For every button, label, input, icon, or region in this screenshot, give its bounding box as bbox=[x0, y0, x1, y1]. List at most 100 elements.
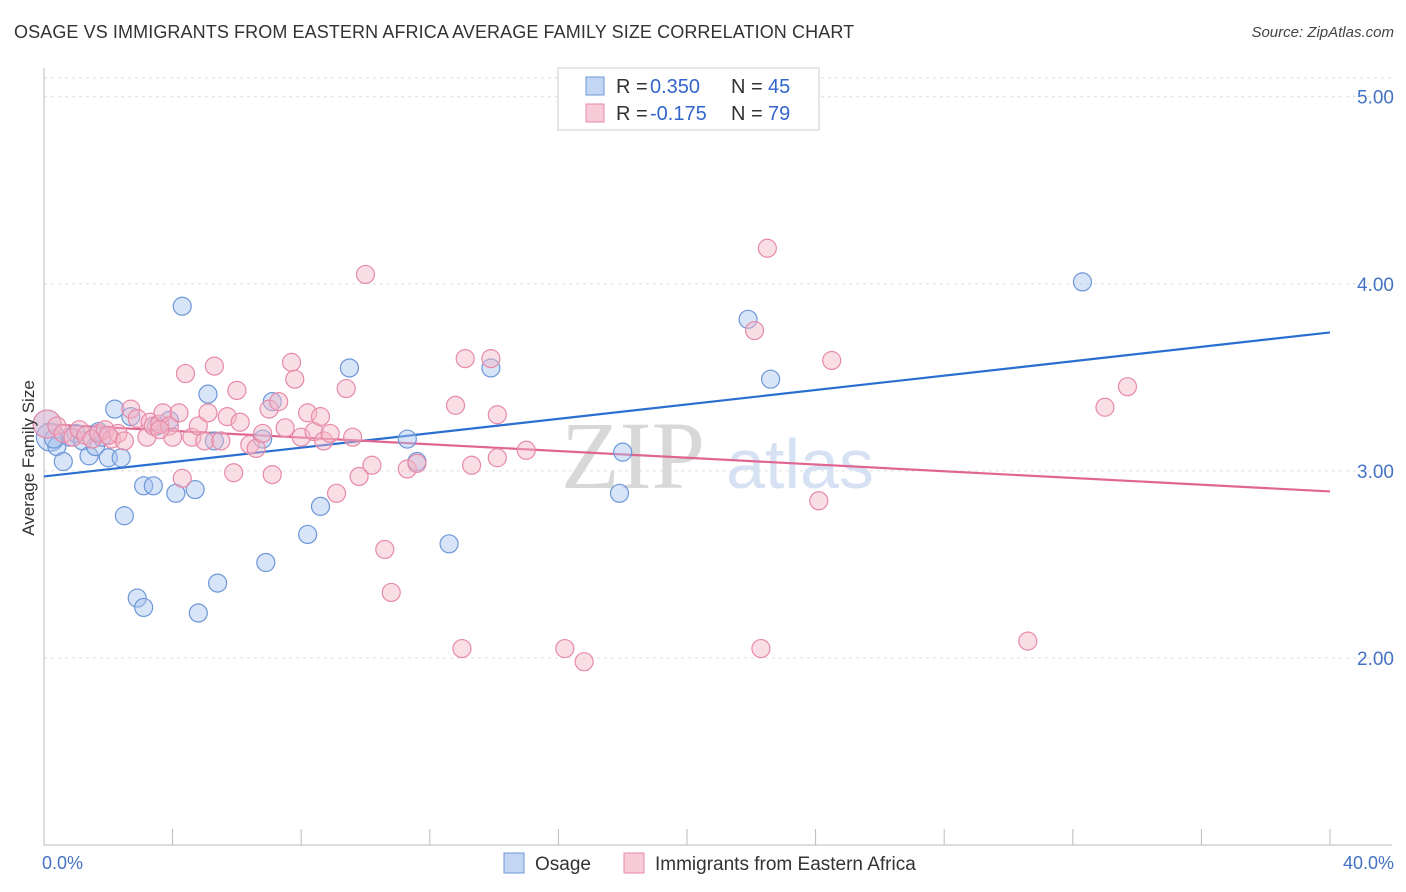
eastern-africa-point bbox=[159, 416, 179, 436]
x-tick-label: 40.0% bbox=[1343, 853, 1394, 873]
osage-point bbox=[172, 296, 192, 316]
eastern-africa-point bbox=[95, 420, 115, 440]
legend-bottom: Osage Immigrants from Eastern Africa bbox=[503, 852, 916, 875]
legend-bottom-swatch bbox=[503, 852, 525, 874]
eastern-africa-point bbox=[326, 483, 347, 503]
eastern-africa-point bbox=[407, 453, 427, 473]
y-tick-label: 5.00 bbox=[1357, 88, 1394, 109]
eastern-africa-point bbox=[198, 403, 218, 423]
chart-title: OSAGE VS IMMIGRANTS FROM EASTERN AFRICA … bbox=[14, 22, 855, 42]
eastern-africa-point bbox=[355, 264, 376, 285]
eastern-africa-point bbox=[227, 380, 247, 401]
osage-point bbox=[760, 369, 781, 389]
osage-point bbox=[105, 399, 125, 419]
legend-n-label: N = bbox=[731, 76, 763, 98]
eastern-africa-point bbox=[140, 412, 160, 432]
legend-swatch bbox=[585, 76, 605, 96]
eastern-africa-point bbox=[1095, 397, 1115, 417]
osage-point bbox=[111, 448, 131, 468]
osage-point bbox=[1072, 272, 1093, 292]
eastern-africa-point bbox=[336, 378, 356, 399]
eastern-africa-point bbox=[150, 420, 170, 440]
eastern-africa-point bbox=[195, 431, 215, 451]
axes bbox=[43, 68, 1392, 846]
osage-point bbox=[204, 431, 224, 451]
osage-point bbox=[188, 603, 208, 623]
eastern-africa-point bbox=[47, 416, 67, 436]
eastern-africa-point bbox=[461, 455, 482, 475]
eastern-africa-point bbox=[285, 369, 305, 389]
osage-point bbox=[339, 358, 360, 378]
eastern-africa-point bbox=[757, 238, 777, 258]
y-tick-label: 2.00 bbox=[1357, 649, 1394, 670]
eastern-africa-point bbox=[224, 463, 244, 483]
eastern-africa-point bbox=[487, 448, 507, 468]
eastern-africa-point bbox=[555, 638, 575, 659]
eastern-africa-point bbox=[487, 405, 507, 425]
osage-point bbox=[143, 476, 163, 496]
source-credit: Source: ZipAtlas.com bbox=[1251, 24, 1394, 41]
osage-point bbox=[738, 309, 758, 329]
eastern-africa-point bbox=[114, 431, 134, 451]
eastern-africa-point bbox=[182, 427, 202, 447]
y-tick-labels: 2.00 3.00 4.00 5.00 bbox=[1357, 88, 1394, 670]
eastern-africa-point bbox=[98, 425, 118, 445]
eastern-africa-point bbox=[1117, 377, 1138, 397]
x-tick-labels: 0.0% 40.0% bbox=[42, 853, 1394, 873]
eastern-africa-point bbox=[53, 423, 73, 444]
osage-point bbox=[613, 442, 633, 462]
eastern-africa-point bbox=[262, 464, 282, 485]
eastern-africa-point bbox=[343, 427, 363, 447]
eastern-africa-point bbox=[452, 638, 472, 659]
eastern-africa-point bbox=[204, 356, 224, 376]
eastern-africa-point bbox=[275, 418, 295, 438]
eastern-africa-point bbox=[211, 431, 231, 451]
eastern-africa-point bbox=[455, 349, 475, 369]
legend-n-value: 45 bbox=[768, 76, 790, 98]
eastern-africa-point bbox=[253, 423, 273, 444]
eastern-africa-point bbox=[481, 349, 501, 369]
x-tick-label: 0.0% bbox=[42, 853, 83, 873]
eastern-africa-point bbox=[349, 466, 369, 487]
osage-point bbox=[439, 534, 459, 554]
eastern-africa-point bbox=[362, 455, 382, 475]
trend-lines bbox=[43, 331, 1331, 493]
osage-point bbox=[256, 552, 276, 573]
legend-bottom-label: Immigrants from Eastern Africa bbox=[655, 854, 916, 875]
legend-n-value: 79 bbox=[768, 103, 790, 125]
legend-top: R = 0.350 N = 45 R = -0.175 N = 79 bbox=[557, 67, 820, 131]
eastern-africa-point bbox=[281, 352, 302, 372]
eastern-africa-point bbox=[320, 423, 340, 444]
eastern-africa-point bbox=[259, 399, 279, 419]
eastern-africa-point bbox=[230, 412, 250, 432]
eastern-africa-point bbox=[298, 403, 318, 423]
eastern-africa-point bbox=[574, 652, 594, 672]
osage-point bbox=[134, 597, 154, 618]
legend-swatch bbox=[585, 103, 605, 123]
eastern-africa-point bbox=[751, 638, 771, 659]
legend-n-label: N = bbox=[731, 103, 763, 125]
eastern-africa-point bbox=[397, 459, 417, 479]
osage-point bbox=[127, 588, 147, 608]
eastern-africa-point bbox=[150, 414, 170, 434]
eastern-africa-point bbox=[375, 539, 395, 560]
legend-bottom-label: Osage bbox=[535, 854, 591, 875]
y-tick-label: 4.00 bbox=[1357, 275, 1394, 296]
eastern-africa-point bbox=[169, 403, 189, 423]
eastern-africa-point bbox=[172, 468, 192, 488]
legend-r-value: -0.175 bbox=[650, 103, 707, 125]
osage-point bbox=[397, 429, 417, 449]
eastern-africa-point bbox=[381, 582, 401, 603]
osage-point bbox=[310, 496, 331, 516]
y-axis-label: Average Family Size bbox=[19, 380, 38, 536]
osage-point bbox=[298, 524, 318, 545]
eastern-africa-trend-line bbox=[43, 422, 1331, 493]
legend-bottom-swatch bbox=[623, 852, 645, 874]
osage-point bbox=[609, 483, 630, 503]
eastern-africa-point bbox=[269, 392, 289, 412]
osage-point bbox=[198, 384, 218, 404]
osage-point bbox=[121, 407, 141, 427]
eastern-africa-point bbox=[108, 423, 128, 444]
eastern-africa-point bbox=[175, 363, 196, 384]
